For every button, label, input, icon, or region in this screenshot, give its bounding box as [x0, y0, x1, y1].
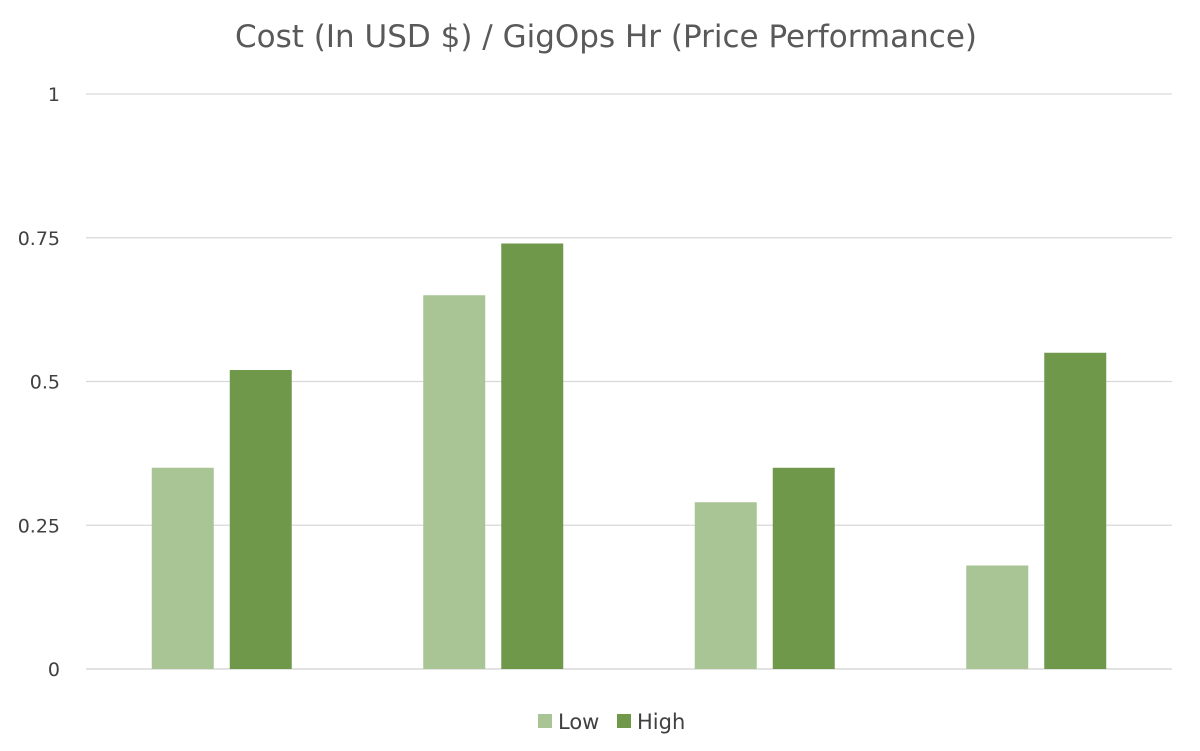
bar-low-2	[423, 295, 486, 669]
bar-series	[151, 243, 1107, 669]
bar-low-4	[966, 565, 1029, 669]
legend-swatch-low	[538, 714, 552, 728]
bar-high-1	[229, 370, 292, 669]
legend-label-high: High	[637, 710, 685, 734]
y-axis-tick-labels: 0 0.25 0.5 0.75 1	[18, 84, 60, 681]
legend: Low High	[538, 710, 685, 734]
y-tick-label: 0.25	[18, 515, 60, 537]
bar-high-3	[772, 467, 835, 669]
bar-low-1	[151, 467, 214, 669]
y-tick-label: 0.5	[30, 372, 60, 394]
bar-high-2	[501, 243, 564, 669]
y-tick-label: 1	[48, 84, 60, 106]
bar-low-3	[694, 502, 757, 669]
legend-label-low: Low	[558, 710, 599, 734]
y-tick-label: 0.75	[18, 228, 60, 250]
legend-swatch-high	[617, 714, 631, 728]
bar-high-4	[1044, 352, 1107, 669]
y-tick-label: 0	[48, 659, 60, 681]
chart-title: Cost (In USD $) / GigOps Hr (Price Perfo…	[235, 19, 977, 55]
